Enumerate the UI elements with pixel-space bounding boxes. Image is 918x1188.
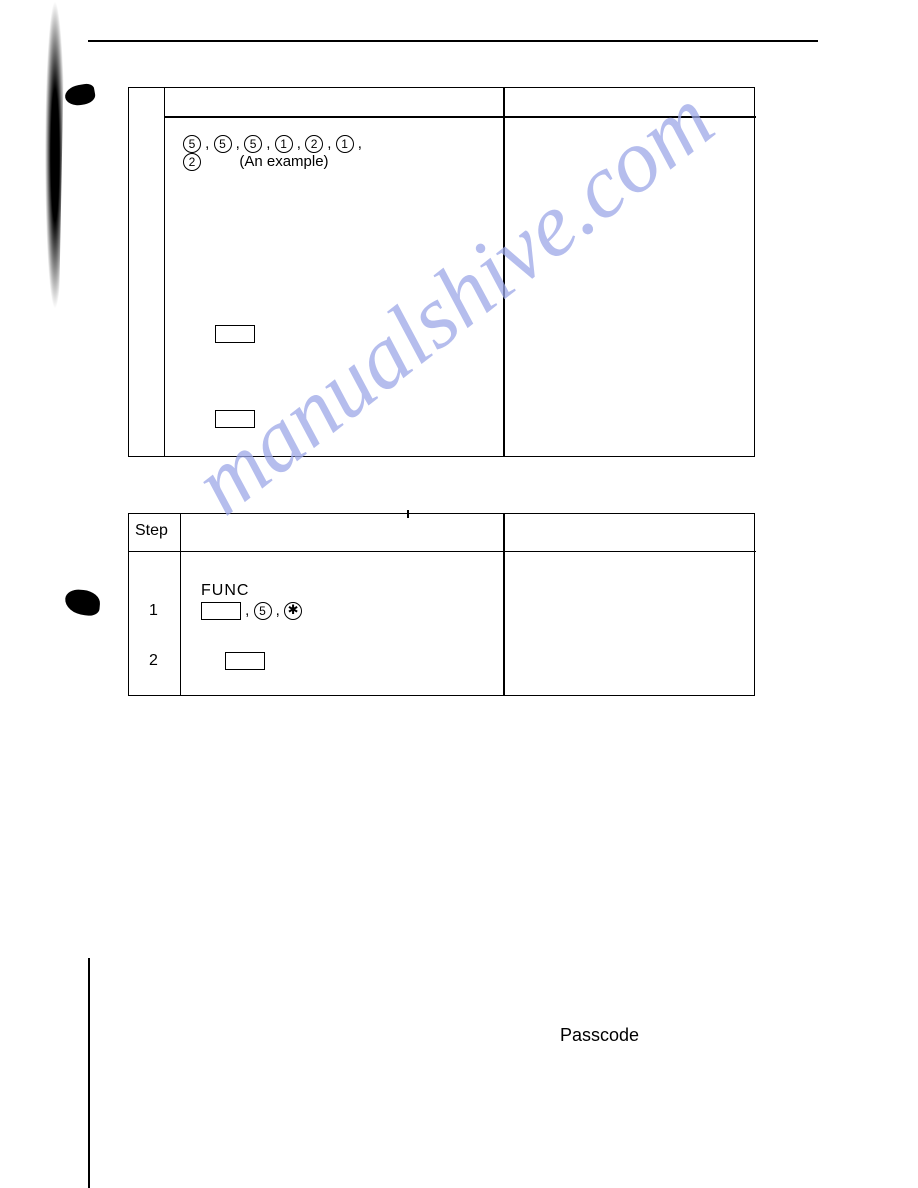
passcode-label: Passcode: [560, 1025, 639, 1046]
top-horizontal-rule: [88, 40, 818, 42]
key-circled-5: 5: [214, 135, 232, 153]
key-circled-5: 5: [244, 135, 262, 153]
table-2-row-1-keys: , 5 , ✱: [201, 602, 302, 620]
func-key-label: FUNC: [201, 582, 249, 600]
example-label: (An example): [239, 153, 328, 170]
key-circled-1: 1: [275, 135, 293, 153]
key-star-icon: ✱: [284, 602, 302, 620]
table-1-example-keys: 5 , 5 , 5 , 1 , 2 , 1 , 2 (An example): [183, 135, 483, 171]
step-number-2: 2: [149, 652, 158, 670]
key-circled-2: 2: [183, 153, 201, 171]
key-box: [225, 652, 265, 670]
scan-mark: [63, 83, 96, 108]
scan-mark: [64, 589, 101, 617]
table-1-keybox-2: [215, 410, 255, 428]
table-1-column-separator: [503, 88, 505, 456]
step-number-1: 1: [149, 602, 158, 620]
key-circled-2: 2: [305, 135, 323, 153]
table-2-header: Step: [129, 514, 756, 552]
table-2: Step 1 2 FUNC , 5 , ✱: [128, 513, 755, 696]
key-circled-1: 1: [336, 135, 354, 153]
scan-artifact: [45, 0, 65, 310]
key-circled-5: 5: [254, 602, 272, 620]
table-2-column-separator: [503, 514, 505, 695]
key-circled-5: 5: [183, 135, 201, 153]
key-box: [201, 602, 241, 620]
table-2-row-2-keys: [225, 652, 265, 670]
table-1-header: [165, 88, 756, 118]
left-vertical-rule: [88, 958, 90, 1188]
table-1: 5 , 5 , 5 , 1 , 2 , 1 , 2 (An example): [128, 87, 755, 457]
step-column-header: Step: [135, 522, 168, 540]
table-1-step-column: [129, 88, 165, 456]
table-1-keybox-1: [215, 325, 255, 343]
